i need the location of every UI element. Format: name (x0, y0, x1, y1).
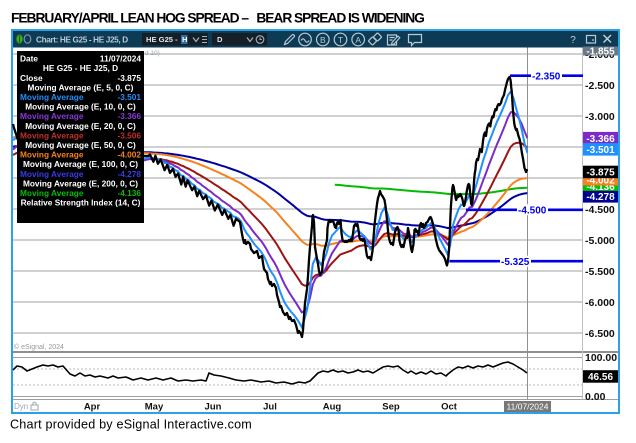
svg-text:-1.855: -1.855 (586, 47, 615, 58)
svg-text:-4.002: -4.002 (586, 176, 615, 187)
svg-text:Aug: Aug (323, 402, 342, 413)
svg-text:May: May (145, 402, 164, 413)
svg-text:-3.366: -3.366 (586, 134, 615, 145)
svg-text:d 10): d 10) (145, 50, 160, 57)
svg-text:-4.500: -4.500 (518, 205, 547, 216)
svg-text:-6.000: -6.000 (585, 297, 615, 309)
svg-text:Oct: Oct (441, 402, 458, 413)
svg-text:-3.000: -3.000 (585, 111, 615, 123)
svg-text:Moving Average: Moving Average (20, 188, 84, 198)
svg-text:Moving Average: Moving Average (20, 130, 84, 140)
svg-text:Moving Average (E, 10, 0, C): Moving Average (E, 10, 0, C) (25, 102, 136, 112)
svg-text:Moving Average (E, 50, 0, C): Moving Average (E, 50, 0, C) (25, 140, 136, 150)
svg-text:Jun: Jun (205, 402, 222, 413)
svg-text:-5.500: -5.500 (585, 266, 615, 278)
svg-text:0.00: 0.00 (585, 391, 606, 403)
svg-text:Moving Average (E, 5, 0, C): Moving Average (E, 5, 0, C) (28, 82, 134, 92)
svg-text:-3.366: -3.366 (117, 111, 141, 121)
svg-text:100.00: 100.00 (585, 352, 617, 364)
svg-text:-3.501: -3.501 (117, 92, 141, 102)
svg-text:11/07/2024: 11/07/2024 (100, 54, 141, 64)
svg-text:Moving Average: Moving Average (20, 111, 84, 121)
svg-text:46.56: 46.56 (588, 372, 613, 383)
svg-text:T: T (338, 35, 343, 45)
svg-text:Moving Average (E, 20, 0, C): Moving Average (E, 20, 0, C) (25, 121, 136, 131)
svg-text:HE G25 - HE J25, D: HE G25 - HE J25, D (43, 63, 118, 73)
svg-text:-2.500: -2.500 (585, 80, 615, 92)
svg-text:Date: Date (20, 54, 38, 64)
svg-text:Jul: Jul (263, 402, 277, 413)
svg-text:HE G25 -: HE G25 - (146, 35, 178, 44)
svg-text:Dyn: Dyn (14, 402, 28, 411)
svg-text:-4.278: -4.278 (586, 192, 615, 203)
svg-text:-4.002: -4.002 (117, 150, 141, 160)
svg-text:-2.350: -2.350 (532, 71, 561, 82)
svg-text:D: D (217, 35, 223, 44)
svg-text:-5.000: -5.000 (585, 235, 615, 247)
svg-text:Moving Average: Moving Average (20, 169, 84, 179)
svg-text:Moving Average (E, 100, 0, C): Moving Average (E, 100, 0, C) (23, 159, 138, 169)
svg-text:Moving Average (E, 200, 0, C): Moving Average (E, 200, 0, C) (23, 178, 138, 188)
svg-text:-3.875: -3.875 (586, 168, 615, 179)
svg-text:-4.136: -4.136 (117, 188, 141, 198)
svg-text:H: H (182, 35, 187, 44)
svg-text:-3.506: -3.506 (117, 130, 141, 140)
svg-text:-3.875: -3.875 (117, 73, 141, 83)
svg-text:-6.500: -6.500 (585, 328, 615, 340)
svg-text:Moving Average: Moving Average (20, 92, 84, 102)
svg-text:A: A (355, 35, 361, 45)
svg-text:B: B (320, 35, 326, 45)
svg-text:-4.500: -4.500 (585, 204, 615, 216)
svg-text:-4.136: -4.136 (586, 182, 615, 193)
svg-text:-5.325: -5.325 (501, 257, 530, 268)
svg-text:Close: Close (20, 73, 43, 83)
svg-text:FEBRUARY/APRIL LEAN HOG SPREAD: FEBRUARY/APRIL LEAN HOG SPREAD – BEAR SP… (11, 11, 424, 26)
svg-text:-3.501: -3.501 (586, 145, 615, 156)
svg-text:Apr: Apr (84, 402, 101, 413)
svg-text:?: ? (570, 35, 576, 46)
svg-text:Chart provided by eSignal Inte: Chart provided by eSignal Interactive.co… (10, 418, 252, 432)
svg-text:Sep: Sep (382, 402, 400, 413)
svg-text:11/07/2024: 11/07/2024 (507, 402, 549, 412)
svg-text:-4.278: -4.278 (117, 169, 141, 179)
svg-text:© eSignal, 2024: © eSignal, 2024 (14, 343, 64, 351)
svg-text:Relative Strength Index (14, C: Relative Strength Index (14, C) (21, 198, 141, 208)
svg-text:Moving Average: Moving Average (20, 150, 84, 160)
svg-text:Chart: HE G25 - HE J25, D: Chart: HE G25 - HE J25, D (36, 35, 128, 44)
